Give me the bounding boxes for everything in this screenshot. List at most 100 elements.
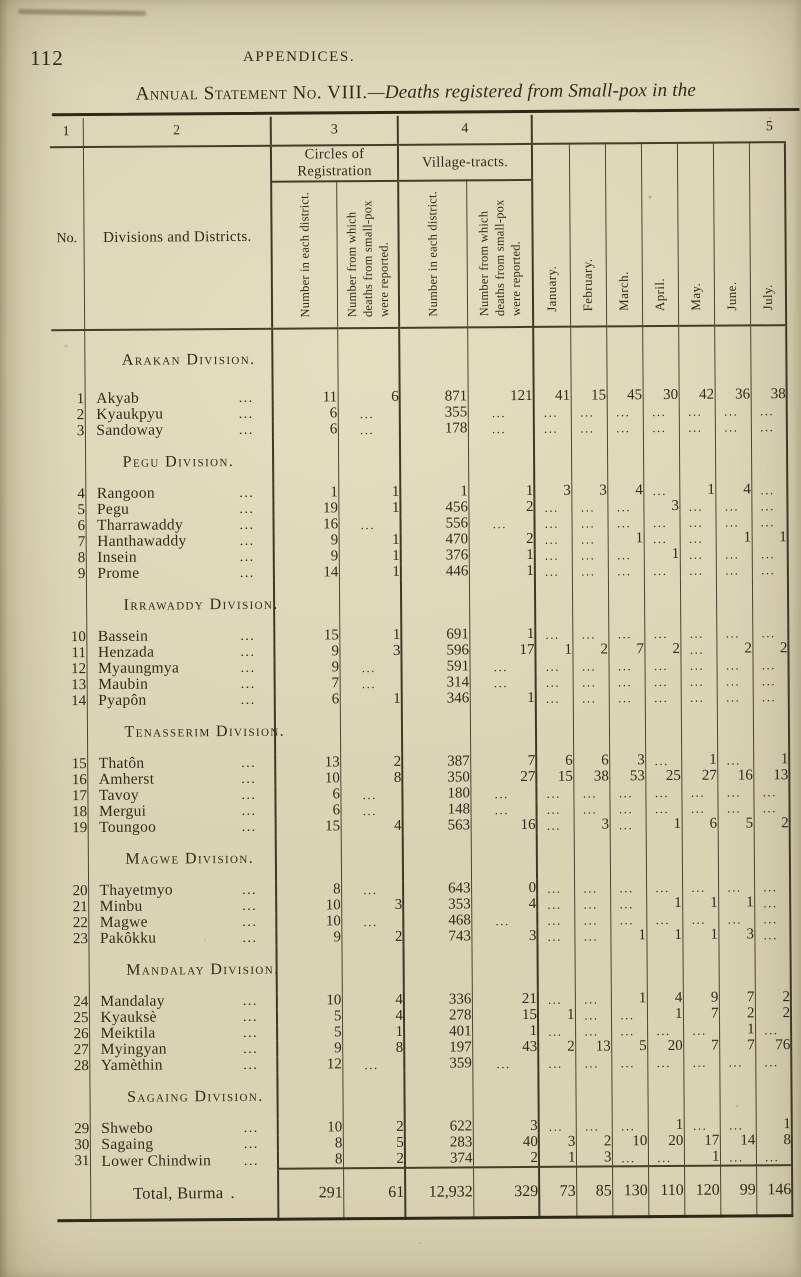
- cell-month-april: ...: [645, 799, 682, 817]
- cell-villages-reported: 0: [471, 879, 538, 897]
- circles-reported-header: Number from which deaths from small-pox …: [336, 180, 400, 329]
- cell-month-june: 36: [714, 386, 751, 403]
- cell-month-march: [606, 435, 644, 483]
- cell-district-name: Sagaing Division.: [89, 1072, 278, 1122]
- cell-month-january: 15: [536, 768, 574, 785]
- cell-villages-reported: 15: [471, 1006, 539, 1024]
- cell-villages-total: 180: [402, 785, 471, 802]
- cell-circles-total: 9: [273, 532, 339, 549]
- cell-month-january: 2: [538, 1038, 576, 1055]
- cell-circles-total: [272, 437, 339, 485]
- cell-month-july: ...: [752, 624, 789, 641]
- cell-villages-reported: [472, 1070, 539, 1119]
- cell-month-april: ...: [647, 1148, 685, 1167]
- cell-month-february: [573, 832, 611, 880]
- cell-district-name: Insein...: [85, 549, 274, 567]
- cell-circles-total: [275, 834, 342, 882]
- cell-villages-reported: 1: [468, 482, 535, 500]
- cell-month-june: 5: [717, 815, 754, 832]
- cell-month-april: 110: [648, 1165, 685, 1217]
- cell-month-february: 3: [573, 816, 610, 833]
- cell-month-july: ...: [753, 799, 790, 816]
- cell-month-june: [718, 942, 755, 990]
- leader-dots: ...: [239, 533, 255, 549]
- column-number-2: 2: [82, 116, 271, 148]
- cell-month-february: ...: [574, 1006, 612, 1023]
- cell-row-number: [54, 709, 87, 756]
- cell-month-january: ...: [537, 879, 575, 896]
- leader-dots: ...: [240, 628, 256, 644]
- cell-month-february: [570, 435, 608, 483]
- cell-circles-total: 7: [274, 675, 340, 692]
- district-name: Pyapôn: [98, 691, 147, 709]
- villages-reported-header: Number from which deaths from small-pox …: [466, 179, 534, 328]
- cell-villages-reported: 1: [468, 562, 535, 580]
- cell-circles-reported: [338, 579, 402, 628]
- cell-circles-total: [276, 945, 342, 993]
- cell-district-name: Magwe Division.: [87, 834, 277, 884]
- cell-circles-reported: 4: [340, 817, 403, 835]
- cell-month-april: [642, 325, 679, 388]
- cell-month-january: 6: [536, 752, 574, 769]
- cell-month-june: 1: [719, 1021, 756, 1038]
- leader-dots: ...: [241, 803, 257, 819]
- cell-month-may: ...: [680, 624, 717, 641]
- divisions-column-header: Divisions and Districts.: [82, 145, 273, 331]
- cell-circles-reported: 8: [342, 1039, 405, 1057]
- cell-month-april: [645, 831, 683, 880]
- cell-circles-total: 8: [277, 1151, 344, 1169]
- cell-row-number: 15: [71, 755, 87, 772]
- cell-month-april: ...: [643, 481, 680, 499]
- cell-villages-reported: [469, 705, 537, 754]
- cell-month-june: [715, 577, 753, 625]
- cell-month-may: ...: [683, 1116, 720, 1133]
- cell-villages-total: 1: [400, 483, 469, 500]
- cell-month-february: ...: [570, 419, 607, 436]
- cell-district-name: Irrawaddy Division.: [85, 580, 279, 630]
- cell-month-february: 2: [572, 641, 609, 658]
- cell-month-april: ...: [644, 624, 681, 642]
- cell-month-february: 3: [575, 1149, 613, 1167]
- cell-month-may: ...: [679, 529, 716, 546]
- cell-month-may: ...: [681, 799, 718, 816]
- cell-row-number: 22: [72, 914, 88, 931]
- cell-villages-reported: ...: [468, 514, 535, 532]
- running-header: APPENDICES.: [243, 49, 356, 65]
- leader-dots: ...: [242, 930, 258, 946]
- cell-district-name: Meiktila...: [89, 1025, 278, 1043]
- cell-circles-reported: [342, 1071, 405, 1120]
- cell-month-may: 7: [683, 1037, 720, 1054]
- cell-month-april: 4: [646, 989, 683, 1007]
- district-name: Magwe: [99, 913, 148, 931]
- cell-month-april: [644, 704, 682, 753]
- cell-month-february: ...: [574, 990, 611, 1007]
- cell-month-july: ...: [752, 672, 789, 689]
- cell-month-january: ...: [538, 1117, 576, 1134]
- district-name: Bassein: [97, 627, 149, 645]
- cell-month-may: ...: [679, 513, 716, 530]
- cell-circles-reported: 5: [342, 1134, 405, 1152]
- cell-month-june: 99: [720, 1165, 757, 1216]
- cell-month-april: ...: [645, 783, 682, 801]
- cell-villages-total: 468: [403, 912, 472, 929]
- cell-circles-total: 8: [277, 1135, 343, 1152]
- cell-villages-reported: 21: [471, 990, 538, 1008]
- cell-row-number: [55, 836, 88, 883]
- cell-month-april: 1: [645, 815, 682, 833]
- cell-month-july: ...: [751, 561, 789, 578]
- cell-month-february: [570, 326, 607, 388]
- cell-district-name: Thayetmyo...: [88, 881, 277, 900]
- cell-circles-reported: 6: [337, 388, 400, 406]
- cell-month-march: 130: [612, 1166, 649, 1217]
- cell-month-june: ...: [718, 910, 755, 927]
- cell-district-name: Tenasserim Division.: [86, 707, 285, 757]
- cell-month-july: 1: [751, 529, 788, 546]
- cell-villages-reported: 329: [473, 1166, 540, 1218]
- cell-villages-reported: ...: [467, 419, 534, 437]
- cell-month-april: [643, 577, 681, 626]
- cell-month-march: ...: [611, 1149, 649, 1167]
- cell-month-april: ...: [645, 751, 682, 769]
- cell-district-name: Tavoy...: [87, 787, 276, 805]
- cell-circles-total: 9: [277, 1040, 343, 1057]
- cell-month-july: ...: [754, 894, 791, 911]
